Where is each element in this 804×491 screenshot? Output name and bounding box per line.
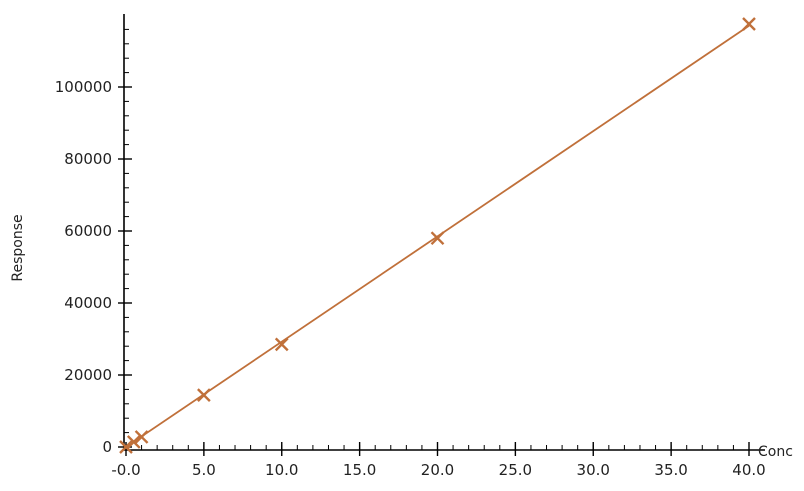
marker-stroke xyxy=(126,435,141,449)
y-axis-title: Response xyxy=(10,214,26,281)
marker-stroke xyxy=(430,231,445,246)
plot-series xyxy=(119,17,756,454)
x-major-ticks: -0.0 5.0 10.0 15.0 20.0 25.0 30.0 35.0 40.0 xyxy=(111,442,766,479)
x-tick-label: 5.0 xyxy=(192,461,216,479)
marker-stroke xyxy=(134,430,149,444)
x-axis-title: Conc xyxy=(758,444,793,460)
data-point-marker xyxy=(134,430,149,444)
data-point-marker xyxy=(274,337,289,352)
x-tick-label: 20.0 xyxy=(421,461,454,479)
y-tick-label: 80000 xyxy=(64,150,112,168)
x-tick-label: 40.0 xyxy=(732,461,765,479)
x-tick-label: 35.0 xyxy=(654,461,687,479)
marker-stroke xyxy=(197,388,211,403)
x-tick-label: 15.0 xyxy=(343,461,376,479)
marker-stroke xyxy=(742,17,756,31)
y-tick-label: 40000 xyxy=(64,294,112,312)
x-tick-label: 10.0 xyxy=(265,461,298,479)
data-point-marker xyxy=(742,17,756,31)
marker-stroke xyxy=(119,440,133,454)
fit-line xyxy=(125,25,750,448)
x-tick-label: 30.0 xyxy=(577,461,610,479)
x-tick-label: 25.0 xyxy=(499,461,532,479)
data-point-marker xyxy=(126,435,141,449)
marker-stroke xyxy=(274,337,289,352)
data-point-marker xyxy=(197,388,211,403)
data-point-marker xyxy=(430,231,445,246)
y-tick-label: 60000 xyxy=(64,222,112,240)
y-tick-label: 0 xyxy=(102,438,112,456)
y-tick-label: 20000 xyxy=(64,366,112,384)
data-point-marker xyxy=(119,440,133,454)
y-major-ticks: 0 20000 40000 60000 80000 100000 xyxy=(55,78,132,456)
y-tick-label: 100000 xyxy=(55,78,112,96)
x-tick-label: -0.0 xyxy=(111,461,140,479)
axes: 0 20000 40000 60000 80000 100000 -0.0 5.0 10.0 1… xyxy=(55,14,766,479)
